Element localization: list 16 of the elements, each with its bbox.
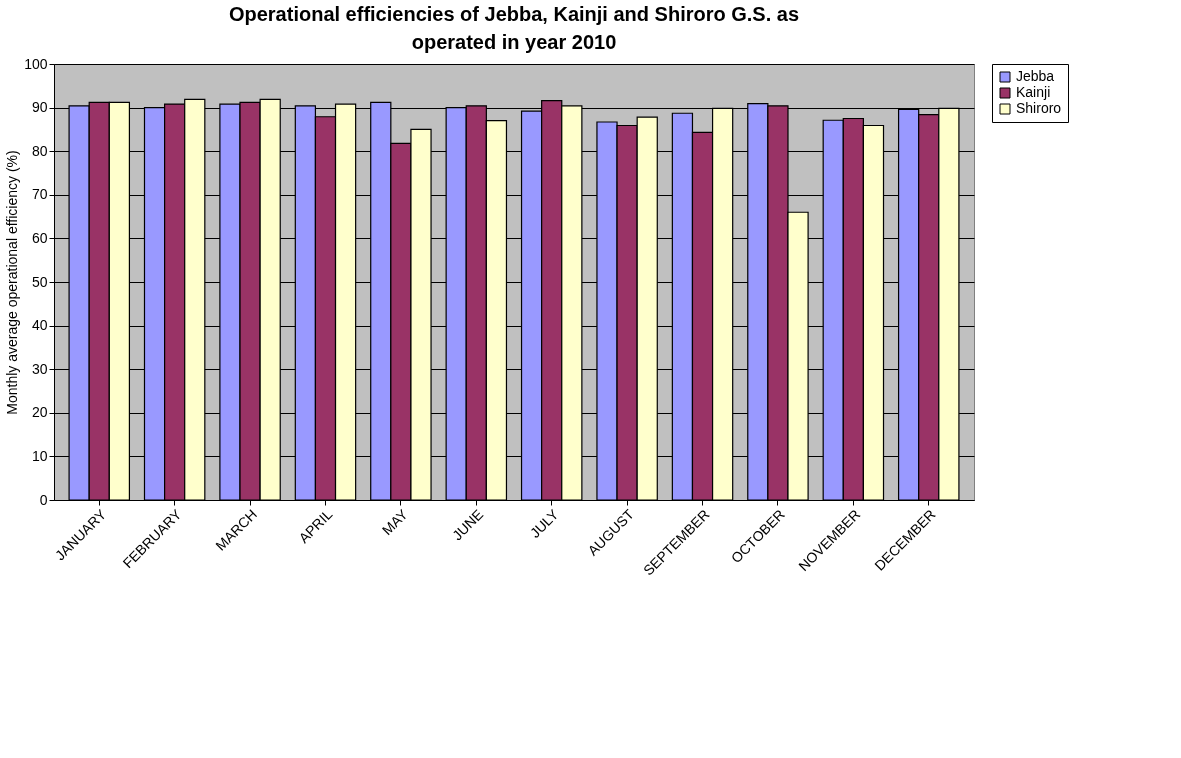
y-tick-label: 50 bbox=[31, 273, 48, 290]
y-tick-label: 100 bbox=[24, 55, 48, 72]
y-axis-title: Monthly average operational efficiency (%) bbox=[4, 150, 21, 415]
y-tick-label: 30 bbox=[31, 360, 48, 377]
legend-label: Kainji bbox=[1016, 84, 1051, 100]
legend-label: Jebba bbox=[1016, 68, 1055, 84]
legend-label: Shiroro bbox=[1016, 100, 1062, 116]
chart-title: Operational efficiencies of Jebba, Kainji and Shiroro G.S. as operated in year 2010 bbox=[228, 3, 800, 53]
y-tick-label: 20 bbox=[31, 404, 48, 421]
y-tick-label: 40 bbox=[31, 317, 48, 334]
y-tick-label: 10 bbox=[31, 447, 48, 464]
y-tick-label: 60 bbox=[31, 229, 48, 246]
y-tick-label: 0 bbox=[39, 491, 48, 508]
y-tick-label: 90 bbox=[31, 99, 48, 116]
y-tick-label: 70 bbox=[31, 186, 48, 203]
y-tick-label: 80 bbox=[31, 142, 48, 159]
